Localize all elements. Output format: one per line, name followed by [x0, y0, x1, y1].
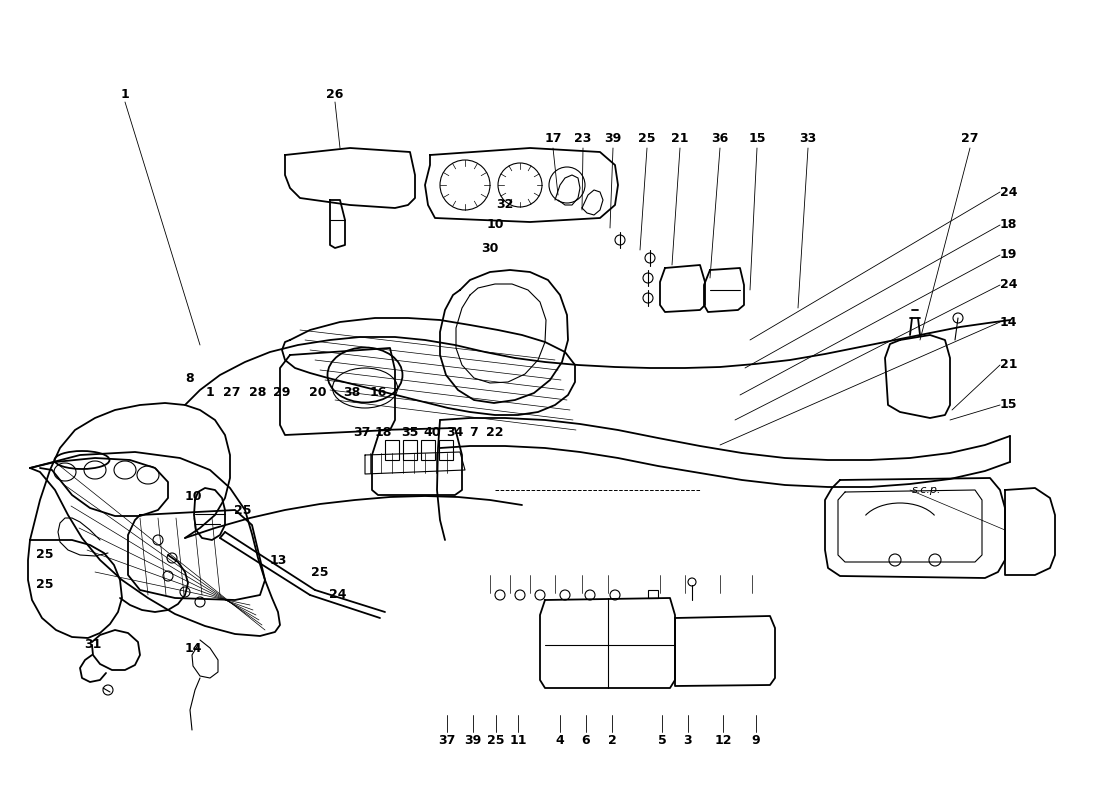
Text: 40: 40: [424, 426, 441, 438]
Text: 1: 1: [121, 89, 130, 102]
Text: 39: 39: [464, 734, 482, 746]
Text: s.c.p.: s.c.p.: [912, 485, 942, 495]
Text: 20: 20: [309, 386, 327, 399]
Text: 4: 4: [556, 734, 564, 746]
Text: 13: 13: [270, 554, 287, 566]
Text: 16: 16: [370, 386, 387, 399]
Bar: [403, 440, 417, 460]
Text: 35: 35: [402, 426, 419, 438]
Text: 5: 5: [658, 734, 667, 746]
Text: 36: 36: [712, 131, 728, 145]
Text: 33: 33: [800, 131, 816, 145]
Text: 22: 22: [486, 426, 504, 438]
Text: 25: 25: [311, 566, 329, 579]
Bar: [439, 440, 453, 460]
Text: 28: 28: [250, 386, 266, 399]
Text: 2: 2: [607, 734, 616, 746]
Text: 21: 21: [1000, 358, 1018, 371]
Text: 12: 12: [714, 734, 732, 746]
Text: 11: 11: [509, 734, 527, 746]
Text: 32: 32: [496, 198, 514, 211]
Text: 3: 3: [684, 734, 692, 746]
Text: 21: 21: [671, 131, 689, 145]
Text: 25: 25: [36, 549, 54, 562]
Text: 23: 23: [574, 131, 592, 145]
Text: 24: 24: [329, 589, 346, 602]
Text: 19: 19: [1000, 249, 1018, 262]
Text: 25: 25: [234, 503, 252, 517]
Text: 34: 34: [447, 426, 464, 438]
Text: 1: 1: [206, 386, 214, 399]
Text: 24: 24: [1000, 186, 1018, 198]
Text: 15: 15: [1000, 398, 1018, 411]
Text: 9: 9: [751, 734, 760, 746]
Text: 14: 14: [185, 642, 201, 654]
Text: 18: 18: [1000, 218, 1018, 231]
Text: 37: 37: [438, 734, 455, 746]
Text: 8: 8: [186, 371, 195, 385]
Text: 37: 37: [353, 426, 371, 438]
Text: 24: 24: [1000, 278, 1018, 291]
Bar: [421, 440, 434, 460]
Text: 25: 25: [36, 578, 54, 591]
Text: 27: 27: [961, 131, 979, 145]
Text: 27: 27: [223, 386, 241, 399]
Bar: [648, 590, 658, 598]
Text: 25: 25: [487, 734, 505, 746]
Text: 14: 14: [1000, 315, 1018, 329]
Text: 18: 18: [374, 426, 392, 438]
Text: 10: 10: [185, 490, 201, 503]
Text: 10: 10: [486, 218, 504, 231]
Text: 31: 31: [85, 638, 101, 651]
Text: 38: 38: [343, 386, 361, 399]
Text: 15: 15: [748, 131, 766, 145]
Bar: [385, 440, 399, 460]
Text: 39: 39: [604, 131, 622, 145]
Text: 17: 17: [544, 131, 562, 145]
Text: 30: 30: [482, 242, 498, 254]
Text: 6: 6: [582, 734, 591, 746]
Text: 29: 29: [273, 386, 290, 399]
Text: 7: 7: [469, 426, 477, 438]
Text: 25: 25: [638, 131, 656, 145]
Text: 26: 26: [327, 89, 343, 102]
